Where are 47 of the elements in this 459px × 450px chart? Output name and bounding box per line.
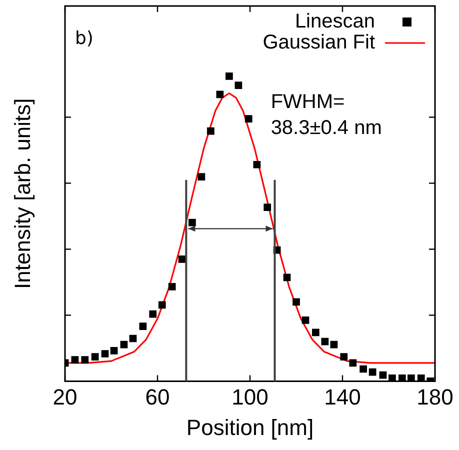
point [101, 350, 109, 358]
annotation: FWHM= 38.3±0.4 nm [270, 91, 382, 139]
legend-label: Linescan [294, 10, 375, 33]
point [71, 356, 79, 364]
x-tick-label: 20 [52, 384, 78, 410]
point [368, 368, 376, 376]
point [216, 90, 224, 98]
point [139, 322, 147, 330]
point [283, 274, 291, 282]
point [340, 353, 348, 360]
point [253, 160, 261, 168]
point [388, 374, 396, 382]
point [312, 328, 320, 336]
point [234, 82, 242, 89]
point [110, 347, 118, 354]
point [158, 301, 166, 309]
point [178, 256, 186, 263]
x-tick-label: 180 [416, 384, 454, 410]
point [360, 365, 367, 373]
point [264, 204, 272, 212]
point [81, 356, 89, 364]
point [120, 340, 128, 348]
point [149, 310, 157, 318]
point [91, 353, 99, 360]
y-axis-title: Intensity [arb. units] [10, 98, 36, 289]
point [398, 374, 406, 382]
point [292, 298, 300, 306]
point [302, 316, 310, 324]
point [417, 374, 425, 382]
text: b) [75, 28, 94, 49]
point [330, 340, 338, 348]
point [129, 334, 137, 342]
point [379, 371, 387, 379]
x-axis-title: Position [nm] [186, 414, 314, 440]
point [207, 127, 214, 135]
point [349, 359, 357, 367]
x-tick-label: 140 [324, 384, 361, 410]
legend-label: Gaussian Fit [262, 32, 376, 54]
point [321, 338, 329, 346]
point [244, 115, 252, 123]
point [188, 218, 196, 226]
point [168, 282, 176, 290]
point [226, 72, 233, 80]
point [198, 173, 206, 181]
x-tick-label: 60 [145, 384, 170, 410]
point [408, 374, 415, 382]
x-tick-label: 100 [232, 384, 268, 410]
